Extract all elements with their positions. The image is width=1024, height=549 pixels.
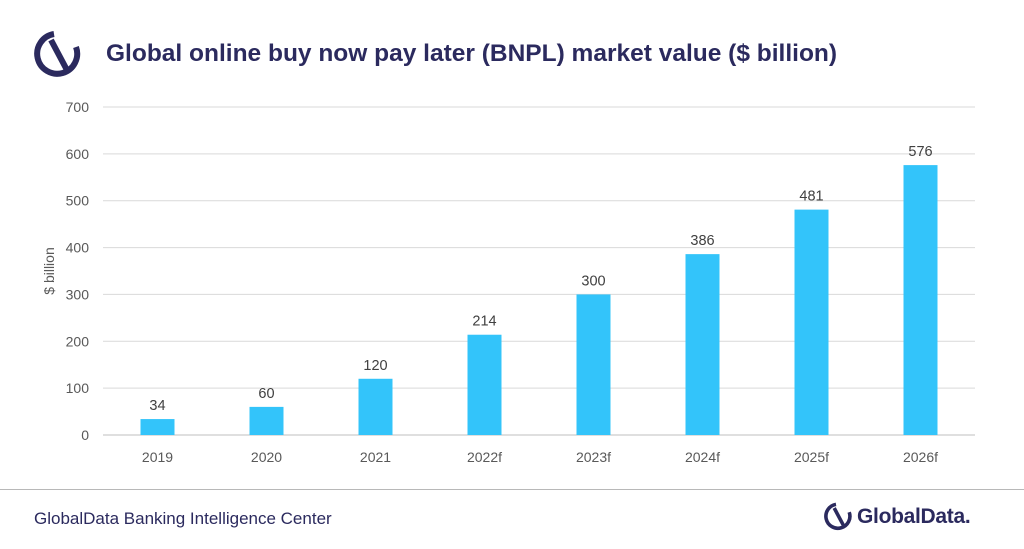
y-tick-label: 0 [81, 427, 89, 443]
bar [576, 294, 611, 435]
y-tick-label: 100 [66, 380, 90, 396]
x-tick-label: 2020 [251, 449, 282, 465]
gridlines [103, 106, 975, 436]
y-tick-label: 600 [66, 146, 90, 162]
source-note: GlobalData Banking Intelligence Center [34, 509, 332, 528]
x-tick-label: 2026f [903, 449, 938, 465]
data-label: 300 [581, 273, 605, 289]
bar [467, 334, 502, 435]
bar [685, 254, 720, 435]
data-label: 576 [908, 144, 932, 160]
x-tick-label: 2021 [360, 449, 391, 465]
data-label: 481 [799, 189, 823, 205]
footer-brand: GlobalData. [824, 502, 971, 532]
bar [140, 419, 175, 435]
chart-title: Global online buy now pay later (BNPL) m… [106, 40, 838, 67]
y-axis-label: $ billion [41, 247, 57, 294]
y-tick-label: 500 [66, 193, 90, 209]
x-tick-label: 2023f [576, 449, 611, 465]
globaldata-swirl-icon [824, 502, 852, 531]
x-tick-label: 2022f [467, 449, 502, 465]
y-tick-label: 700 [66, 99, 90, 115]
bars [140, 165, 938, 436]
bar [358, 378, 393, 435]
x-axis-ticks: 2019 2020 2021 2022f 2023f 2024f 2025f 2026f [142, 449, 938, 465]
x-tick-label: 2025f [794, 449, 829, 465]
data-labels: 34 60 120 214 300 386 481 576 [149, 144, 932, 414]
data-label: 386 [690, 233, 714, 249]
globaldata-logo-icon [34, 31, 81, 77]
bar [249, 406, 284, 435]
y-axis-ticks: 0 100 200 300 400 500 600 700 [66, 99, 90, 443]
data-label: 214 [472, 314, 496, 330]
data-label: 60 [258, 386, 274, 402]
x-tick-label: 2024f [685, 449, 720, 465]
x-tick-label: 2019 [142, 449, 173, 465]
data-label: 120 [363, 358, 387, 374]
footer-divider [0, 489, 1024, 490]
bar [794, 209, 829, 435]
y-tick-label: 300 [66, 286, 90, 302]
brand-name: GlobalData. [857, 505, 971, 528]
bar-chart: 0 100 200 300 400 500 600 700 34 60 120 214 300 386 4… [41, 99, 975, 465]
y-tick-label: 200 [66, 333, 90, 349]
data-label: 34 [149, 398, 165, 414]
bar [903, 165, 938, 436]
y-tick-label: 400 [66, 240, 90, 256]
